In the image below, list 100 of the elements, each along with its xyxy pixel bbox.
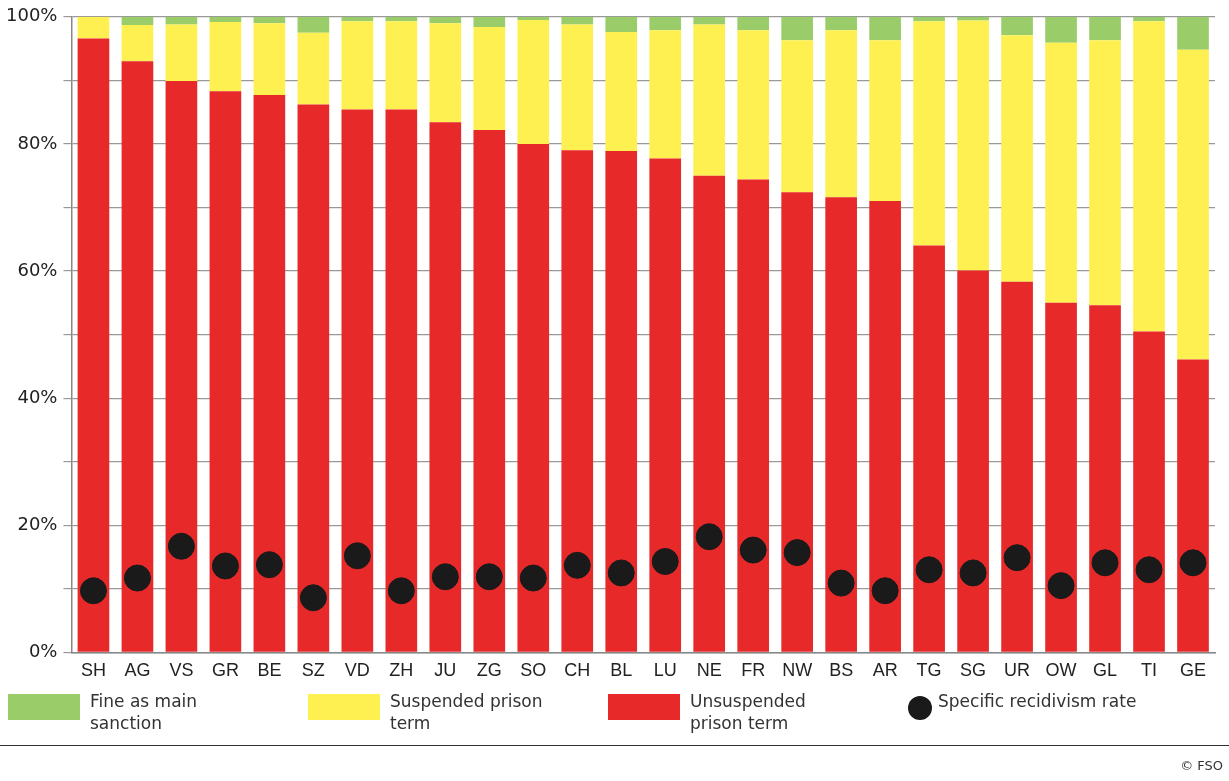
- x-tick-label: UR: [1004, 660, 1031, 681]
- point: [739, 536, 767, 564]
- x-tick-label: CH: [564, 660, 591, 681]
- x-tick-label: SZ: [301, 660, 325, 681]
- point: [255, 551, 283, 579]
- bar: [473, 16, 506, 27]
- bar: [1001, 16, 1033, 36]
- x-tick-label: AG: [124, 660, 151, 681]
- point: [299, 584, 327, 612]
- bar: [1045, 302, 1077, 652]
- bar: [297, 32, 330, 105]
- x-tick-label: FR: [741, 660, 766, 681]
- bar: [605, 16, 638, 33]
- bar: [1133, 21, 1165, 332]
- bar: [385, 109, 418, 652]
- bar: [1177, 49, 1209, 360]
- bar: [77, 16, 110, 39]
- bar: [1089, 305, 1121, 652]
- x-tick-label: SG: [960, 660, 987, 681]
- bar: [385, 16, 418, 22]
- x-tick-label: AR: [872, 660, 898, 681]
- legend-label: Unsuspended prison term: [690, 690, 807, 734]
- point: [1091, 549, 1119, 577]
- bar: [649, 158, 682, 652]
- y-tick-label: 20%: [17, 512, 58, 534]
- bar: [869, 16, 901, 41]
- bar: [605, 150, 638, 652]
- bar: [913, 21, 945, 246]
- x-tick-label: ZG: [476, 660, 502, 681]
- bar: [781, 16, 813, 41]
- x-tick-label: SH: [80, 660, 106, 681]
- bar: [737, 30, 770, 180]
- bar: [165, 81, 198, 652]
- bar: [781, 192, 813, 652]
- point: [519, 564, 547, 592]
- bar: [77, 38, 110, 652]
- y-tick-label: 60%: [17, 258, 58, 280]
- bar: [121, 16, 154, 26]
- bar: [517, 16, 550, 20]
- point: [915, 556, 943, 584]
- x-tick-label: LU: [653, 660, 677, 681]
- bar: [869, 40, 901, 202]
- bar: [1001, 281, 1033, 652]
- point: [607, 559, 635, 587]
- x-tick-label: VD: [344, 660, 370, 681]
- point: [783, 539, 811, 567]
- point: [1003, 544, 1031, 572]
- bar: [957, 20, 989, 271]
- bar: [385, 21, 418, 110]
- bar: [429, 16, 462, 24]
- bar: [209, 91, 242, 652]
- bar: [825, 16, 857, 31]
- x-tick-label: ZH: [389, 660, 414, 681]
- bar: [297, 16, 330, 33]
- point: [343, 542, 371, 570]
- bar: [165, 24, 198, 81]
- legend-label: Fine as main sanction: [90, 690, 199, 734]
- bar: [341, 109, 374, 652]
- x-tick-label: GE: [1180, 660, 1207, 681]
- bar: [649, 30, 682, 159]
- x-tick-label: OW: [1045, 660, 1077, 681]
- point: [387, 577, 415, 605]
- bar: [1177, 359, 1209, 652]
- bar: [913, 16, 945, 22]
- bar: [473, 129, 506, 652]
- point: [1179, 549, 1207, 577]
- x-tick-label: GL: [1093, 660, 1118, 681]
- x-tick-label: GR: [211, 660, 239, 681]
- bar: [429, 122, 462, 652]
- y-tick-label: 40%: [17, 385, 58, 407]
- bar: [1045, 16, 1077, 43]
- bar: [253, 94, 286, 652]
- bar: [1177, 16, 1209, 50]
- x-tick-label: JU: [434, 660, 457, 681]
- point: [563, 551, 591, 579]
- bar: [561, 150, 594, 652]
- bar: [517, 19, 550, 144]
- bar: [121, 61, 154, 652]
- bar: [693, 24, 726, 176]
- y-tick-label: 80%: [17, 131, 58, 153]
- x-tick-label: BE: [257, 660, 282, 681]
- bar: [253, 23, 286, 95]
- bar: [297, 104, 330, 652]
- bar: [429, 23, 462, 123]
- bar: [1133, 16, 1165, 22]
- x-tick-label: VS: [169, 660, 194, 681]
- point: [651, 548, 679, 576]
- bar: [1045, 42, 1077, 303]
- x-tick-label: NE: [696, 660, 722, 681]
- bar: [561, 24, 594, 151]
- text: © FSO: [1180, 758, 1223, 773]
- bar: [209, 16, 242, 22]
- bar: [825, 197, 857, 652]
- point: [959, 559, 987, 587]
- x-tick-label: SO: [520, 660, 547, 681]
- bar: [913, 245, 945, 652]
- point: [79, 577, 107, 605]
- bar: [605, 32, 638, 151]
- bar: [517, 143, 550, 652]
- bar: [693, 16, 726, 25]
